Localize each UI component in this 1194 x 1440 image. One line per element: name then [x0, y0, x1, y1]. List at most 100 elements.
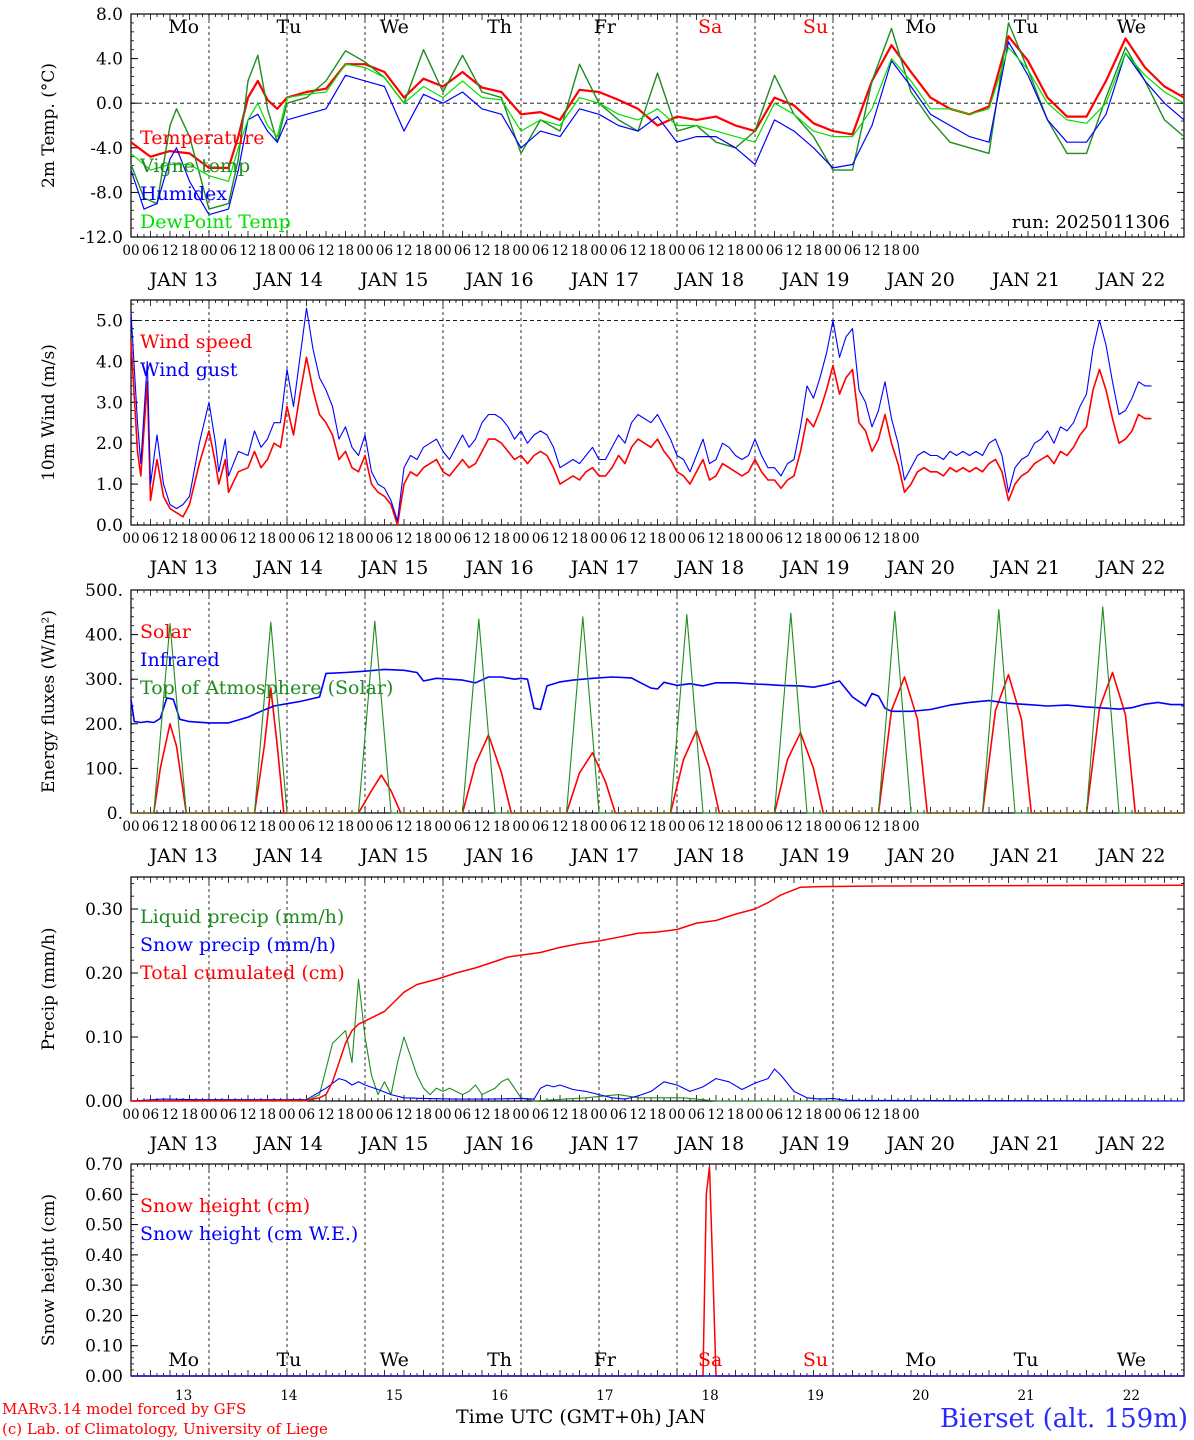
date-label: JAN 17: [569, 845, 639, 867]
station-label: Bierset (alt. 159m): [939, 1404, 1188, 1434]
hour-tick-label: 06: [376, 1107, 393, 1123]
hour-tick-label: 18: [571, 819, 588, 835]
y-tick-label: 2.0: [96, 434, 123, 454]
hour-tick-label: 00: [824, 819, 841, 835]
hour-tick-label: 12: [551, 531, 568, 547]
series-line: [130, 41, 1185, 216]
hour-tick-label: 12: [551, 819, 568, 835]
hour-tick-label: 18: [649, 1107, 666, 1123]
hour-tick-label: 18: [493, 243, 510, 259]
hour-tick-label: 06: [766, 1107, 783, 1123]
date-label: JAN 14: [253, 845, 323, 867]
hour-tick-label: 12: [551, 1107, 568, 1123]
y-tick-label: 0.0: [96, 94, 123, 114]
date-label: JAN 13: [148, 269, 218, 291]
date-label: JAN 16: [463, 557, 533, 579]
hour-tick-label: 18: [181, 243, 198, 259]
hour-tick-label: 00: [122, 531, 139, 547]
hour-tick-label: 06: [766, 531, 783, 547]
date-label: JAN 13: [148, 845, 218, 867]
date-label: JAN 21: [990, 1133, 1060, 1155]
legend-entry: DewPoint Temp: [140, 211, 291, 233]
date-label: JAN 19: [779, 269, 849, 291]
hour-tick-label: 00: [824, 243, 841, 259]
date-label: JAN 20: [885, 1133, 955, 1155]
date-label: JAN 22: [1095, 845, 1165, 867]
date-label: JAN 22: [1095, 1133, 1165, 1155]
hour-tick-label: 18: [181, 819, 198, 835]
hour-tick-label: 06: [688, 1107, 705, 1123]
series-line: [131, 606, 1184, 814]
hour-tick-label: 12: [785, 531, 802, 547]
hour-tick-label: 18: [727, 819, 744, 835]
hour-tick-label: 00: [512, 243, 529, 259]
y-tick-label: 4.0: [96, 352, 123, 372]
date-label: JAN 22: [1095, 557, 1165, 579]
hour-tick-label: 06: [844, 819, 861, 835]
hour-tick-label: 00: [200, 819, 217, 835]
day-number-label: 14: [280, 1388, 297, 1404]
date-label: JAN 17: [569, 1133, 639, 1155]
day-number-label: 13: [175, 1388, 192, 1404]
day-number-label: 21: [1017, 1388, 1034, 1404]
weekday-label: Mo: [905, 16, 936, 38]
hour-tick-label: 12: [161, 819, 178, 835]
hour-tick-label: 12: [707, 819, 724, 835]
hour-tick-label: 00: [200, 243, 217, 259]
hour-tick-label: 12: [863, 243, 880, 259]
hour-tick-label: 18: [883, 819, 900, 835]
legend-entry: Infrared: [140, 649, 220, 671]
hour-tick-label: 18: [571, 243, 588, 259]
date-label: JAN 14: [253, 269, 323, 291]
hour-tick-label: 12: [551, 243, 568, 259]
y-tick-label: 0.20: [85, 964, 123, 984]
hour-tick-label: 06: [688, 531, 705, 547]
legend-entry: Total cumulated (cm): [140, 962, 345, 984]
hour-tick-label: 00: [668, 243, 685, 259]
hour-tick-label: 12: [395, 1107, 412, 1123]
legend-entry: Solar: [140, 621, 192, 643]
hour-tick-label: 00: [668, 1107, 685, 1123]
hour-tick-label: 06: [220, 1107, 237, 1123]
hour-tick-label: 18: [883, 243, 900, 259]
legend-entry: Temperature: [140, 127, 264, 149]
date-label: JAN 14: [253, 1133, 323, 1155]
hour-tick-label: 00: [512, 819, 529, 835]
hour-tick-label: 12: [239, 243, 256, 259]
y-axis-label: 2m Temp. (°C): [39, 63, 59, 188]
series-line: [130, 884, 1185, 1102]
hour-tick-label: 00: [278, 1107, 295, 1123]
date-label: JAN 20: [885, 557, 955, 579]
hour-tick-label: 18: [571, 531, 588, 547]
date-label: JAN 17: [569, 557, 639, 579]
hour-tick-label: 06: [376, 819, 393, 835]
hour-tick-label: 12: [863, 819, 880, 835]
hour-tick-label: 00: [434, 243, 451, 259]
plot-frame: [130, 589, 1185, 814]
hour-tick-label: 06: [298, 819, 315, 835]
y-tick-label: 0.60: [85, 1185, 123, 1205]
day-number-label: 16: [491, 1388, 508, 1404]
hour-tick-label: 06: [142, 1107, 159, 1123]
hour-tick-label: 18: [493, 531, 510, 547]
series-line: [130, 35, 1185, 169]
weekday-label: Mo: [168, 16, 199, 38]
hour-tick-label: 06: [298, 1107, 315, 1123]
hour-tick-label: 00: [278, 819, 295, 835]
hour-tick-label: 06: [220, 531, 237, 547]
legend-entry: Liquid precip (mm/h): [140, 906, 344, 928]
weekday-label: Tu: [276, 16, 301, 38]
hour-tick-label: 18: [727, 531, 744, 547]
weekday-label: We: [1117, 16, 1146, 38]
hour-tick-label: 18: [805, 1107, 822, 1123]
y-tick-label: 4.0: [96, 50, 123, 70]
y-tick-label: 400.: [85, 626, 123, 646]
weekday-label: Th: [487, 16, 512, 38]
hour-tick-label: 18: [415, 531, 432, 547]
hour-tick-label: 06: [610, 531, 627, 547]
date-label: JAN 17: [569, 269, 639, 291]
hour-tick-label: 00: [746, 531, 763, 547]
hour-tick-label: 06: [220, 243, 237, 259]
y-tick-label: 0.0: [96, 516, 123, 536]
series-line: [130, 307, 1152, 522]
